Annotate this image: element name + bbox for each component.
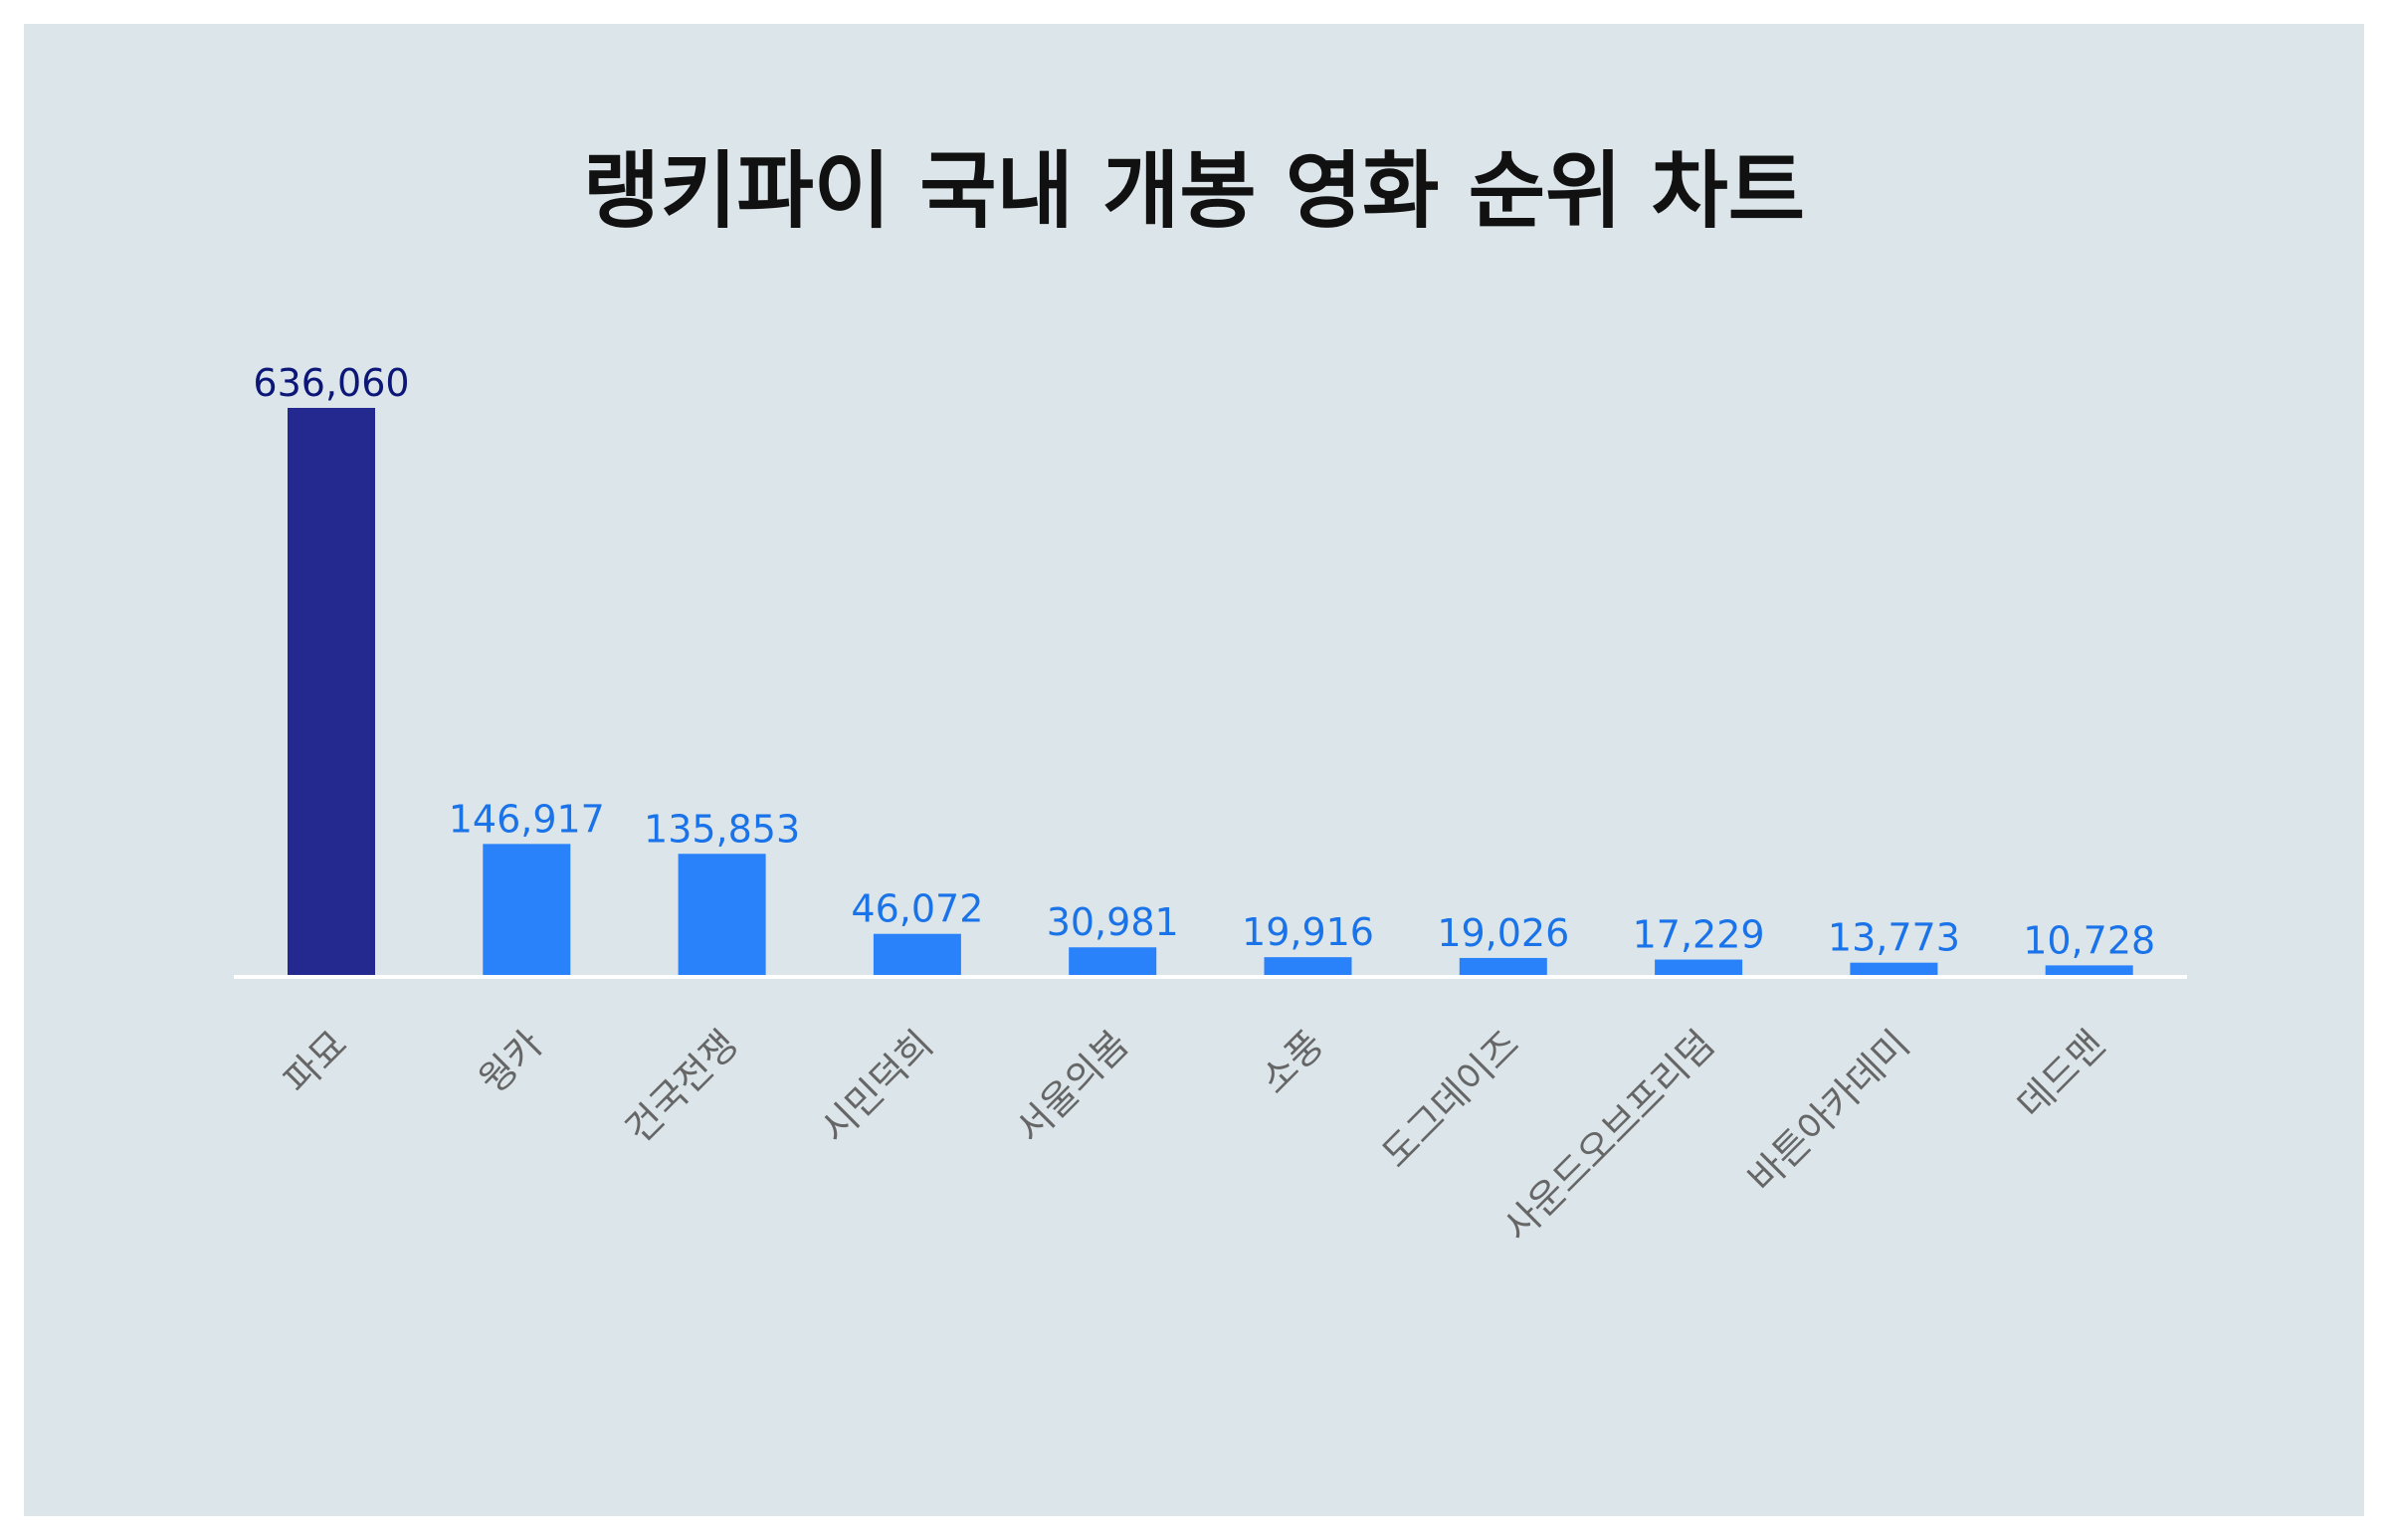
bar-3 — [678, 854, 766, 975]
value-labels-group: 636,060 146,917 135,853 46,072 30,981 19,916 1… — [253, 361, 2155, 962]
value-label-2: 146,917 — [449, 797, 605, 841]
bar-7 — [1459, 957, 1547, 975]
value-label-3: 135,853 — [644, 807, 800, 851]
bar-6 — [1264, 957, 1352, 975]
x-tick-label-1: 파묘 — [276, 1022, 356, 1102]
x-tick-label-2: 웡카 — [471, 1022, 551, 1102]
value-label-10: 10,728 — [2023, 918, 2155, 962]
x-tick-label-10: 데드맨 — [2009, 1022, 2113, 1126]
bar-10 — [2045, 965, 2133, 975]
x-tick-label-8: 사운드오브프리덤 — [1495, 1022, 1723, 1250]
chart-title: 랭키파이 국내 개봉 영화 순위 차트 — [582, 142, 1806, 240]
x-tick-label-9: 바튼아카데미 — [1739, 1022, 1917, 1200]
value-label-4: 46,072 — [851, 887, 983, 931]
bars-group — [288, 408, 2133, 975]
chart-panel — [24, 24, 2364, 1516]
bar-9 — [1850, 962, 1938, 975]
bar-1 — [288, 408, 375, 975]
x-tick-label-5: 서울의봄 — [1008, 1022, 1137, 1151]
value-label-9: 13,773 — [1828, 916, 1960, 960]
value-label-8: 17,229 — [1633, 913, 1765, 957]
x-tick-label-7: 도그데이즈 — [1373, 1022, 1527, 1176]
bar-2 — [483, 844, 571, 975]
bar-5 — [1069, 947, 1157, 975]
value-label-5: 30,981 — [1047, 900, 1179, 944]
x-tick-label-6: 소풍 — [1252, 1022, 1332, 1102]
bar-8 — [1655, 959, 1743, 975]
x-tick-label-3: 건국전쟁 — [617, 1022, 746, 1151]
value-label-1: 636,060 — [253, 361, 409, 405]
bar-4 — [873, 933, 961, 975]
value-label-7: 19,026 — [1437, 911, 1569, 955]
x-tick-label-4: 시민덕희 — [812, 1022, 941, 1151]
value-label-6: 19,916 — [1242, 910, 1374, 954]
